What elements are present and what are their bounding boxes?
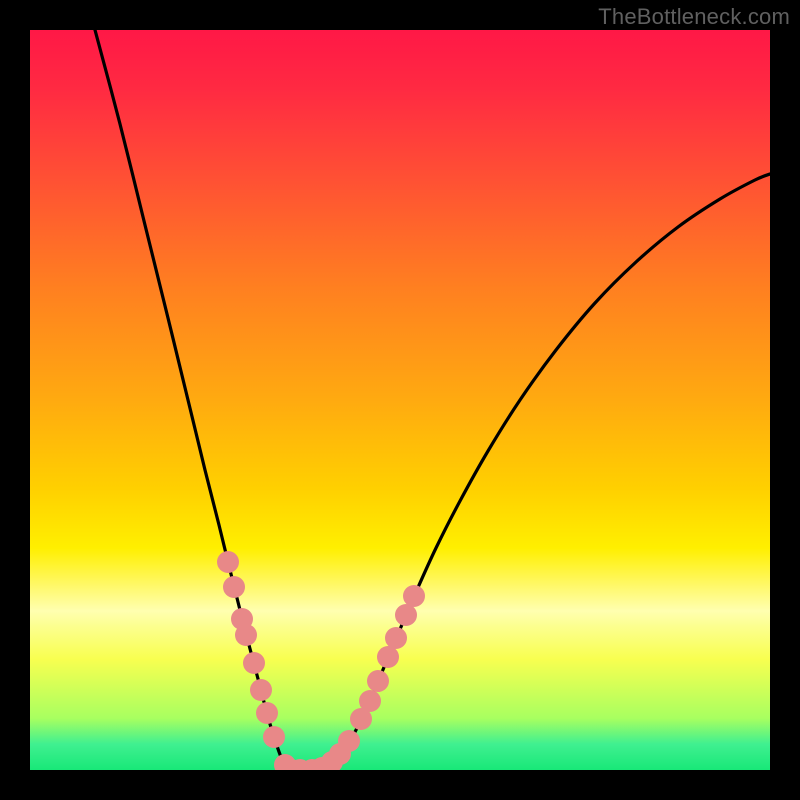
data-point — [403, 585, 425, 607]
data-point — [235, 624, 257, 646]
bottleneck-chart — [0, 0, 800, 800]
data-point — [217, 551, 239, 573]
data-point — [243, 652, 265, 674]
data-point — [223, 576, 245, 598]
data-point — [338, 730, 360, 752]
data-point — [385, 627, 407, 649]
data-point — [359, 690, 381, 712]
data-point — [395, 604, 417, 626]
data-point — [367, 670, 389, 692]
data-point — [250, 679, 272, 701]
chart-container: TheBottleneck.com — [0, 0, 800, 800]
data-point — [256, 702, 278, 724]
watermark-text: TheBottleneck.com — [598, 4, 790, 30]
data-point — [263, 726, 285, 748]
data-point — [377, 646, 399, 668]
